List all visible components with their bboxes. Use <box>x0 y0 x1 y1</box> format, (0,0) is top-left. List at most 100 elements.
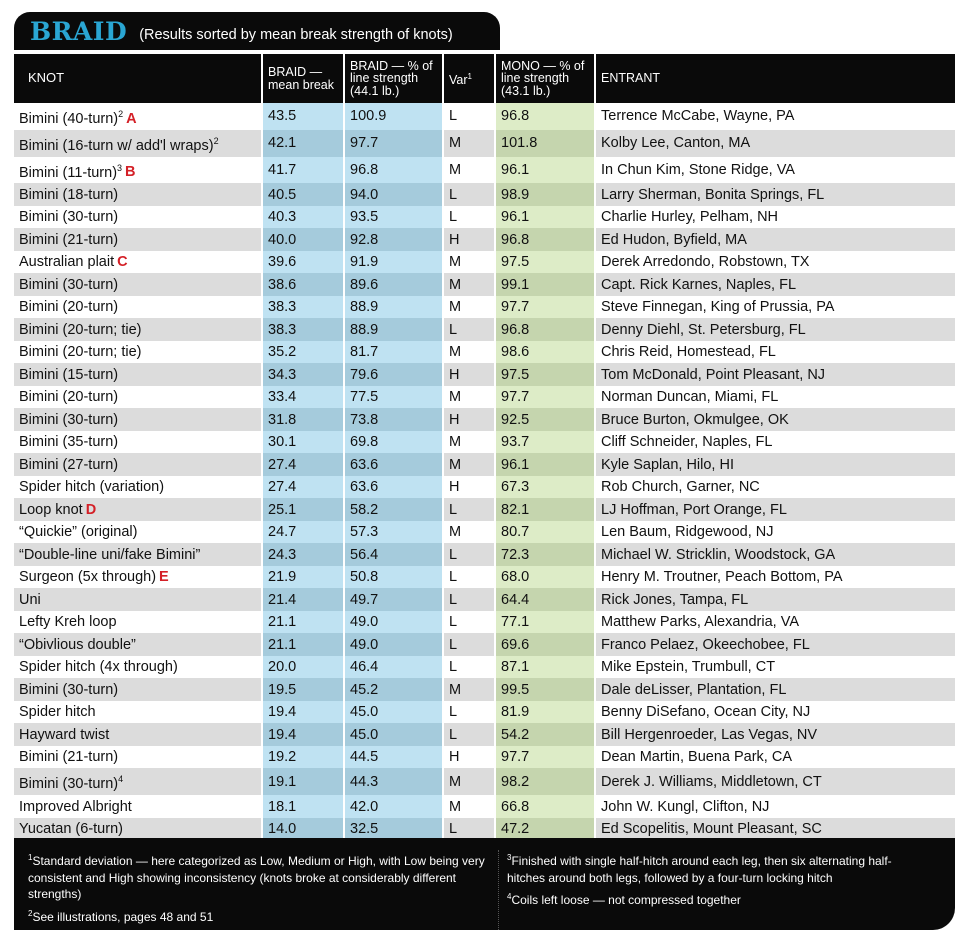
table-row: Bimini (40-turn)2 A 43.5 100.9 L 96.8 Terrence… <box>14 103 955 130</box>
cell-mono-pct: 77.1 <box>495 610 596 634</box>
cell-braid-pct: 96.8 <box>344 156 444 184</box>
cell-entrant: Norman Duncan, Miami, FL <box>601 389 779 406</box>
cell-entrant: Kyle Saplan, Hilo, HI <box>595 453 955 476</box>
cell-mono-pct: 101.8 <box>495 129 596 157</box>
cell-var: L <box>443 633 496 656</box>
cell-mono-pct: 82.1 <box>495 498 596 521</box>
cell-mono-pct: 69.6 <box>495 633 596 656</box>
cell-braid-pct: 77.5 <box>344 385 444 409</box>
cell-braid-mean: 19.5 <box>262 678 345 701</box>
cell-knot: Bimini (30-turn)4 <box>14 768 263 796</box>
cell-knot: Spider hitch <box>14 700 263 724</box>
cell-knot: Bimini (27-turn) <box>14 453 263 476</box>
cell-braid-mean: 19.1 <box>262 768 345 796</box>
cell-braid-mean: 39.6 <box>262 250 345 274</box>
table-row: Bimini (20-turn; tie) 35.2 81.7 M 98.6 Chris … <box>14 340 955 364</box>
knot-name: “Double-line uni/fake Bimini” <box>19 546 201 563</box>
cell-braid-pct: 93.5 <box>344 205 444 229</box>
cell-mono-pct: 96.8 <box>495 103 596 130</box>
cell-var: L <box>443 103 496 130</box>
cell-braid-mean: 38.3 <box>262 295 345 319</box>
col-header-entrant: ENTRANT <box>595 54 955 103</box>
col-header-knot: KNOT <box>14 54 263 103</box>
cell-var: M <box>443 385 496 409</box>
cell-entrant: Rob Church, Garner, NC <box>601 479 760 496</box>
cell-mono-pct: 97.5 <box>495 250 596 274</box>
cell-knot: Improved Albright <box>14 795 263 818</box>
knot-name: Bimini (30-turn) <box>19 276 119 293</box>
cell-var: L <box>443 205 496 229</box>
cell-mono-pct: 67.3 <box>495 475 596 499</box>
table-row: Yucatan (6-turn) 14.0 32.5 L 47.2 Ed Scopelit… <box>14 817 955 841</box>
cell-knot: Bimini (30-turn) <box>14 408 263 431</box>
cell-var: H <box>443 408 496 431</box>
cell-entrant: Ed Scopelitis, Mount Pleasant, SC <box>595 817 955 841</box>
knot-name: Bimini (30-turn) <box>19 681 119 698</box>
cell-braid-mean: 30.1 <box>262 430 345 454</box>
cell-mono-pct: 66.8 <box>495 795 596 818</box>
table-row: “Double-line uni/fake Bimini” 24.3 56.4 L 72… <box>14 543 955 566</box>
col-label: ENTRANT <box>601 71 661 86</box>
knot-name: Bimini (30-turn) <box>19 209 119 226</box>
knot-name: Bimini (20-turn) <box>19 389 119 406</box>
cell-knot: “Quickie” (original) <box>14 520 263 544</box>
knot-name: Spider hitch (4x through) <box>19 659 178 676</box>
table-row: Bimini (30-turn) 40.3 93.5 L 96.1 Charlie Hur… <box>14 205 955 229</box>
table-row: Bimini (35-turn) 30.1 69.8 M 93.7 Cliff Schne… <box>14 430 955 454</box>
knot-name: Bimini (11-turn) <box>19 164 118 181</box>
table-row: Bimini (30-turn)4 19.1 44.3 M 98.2 Derek J. W… <box>14 768 955 796</box>
cell-braid-pct: 94.0 <box>344 183 444 206</box>
table-row: Bimini (11-turn)3 B 41.7 96.8 M 96.1 In Chun K… <box>14 156 955 184</box>
cell-knot: Spider hitch (4x through) <box>14 655 263 679</box>
cell-entrant: Derek Arredondo, Robstown, TX <box>601 254 810 271</box>
col-label: Var <box>449 72 468 87</box>
cell-knot: Loop knot D <box>14 498 263 521</box>
knot-name: Bimini (30-turn) <box>19 411 119 428</box>
footnote-ref: 1 <box>467 71 472 81</box>
knot-name: “Obivlious double” <box>19 636 136 653</box>
table-title: BRAID <box>30 17 128 46</box>
cell-mono-pct: 96.1 <box>495 205 596 229</box>
knot-name: Bimini (35-turn) <box>19 434 119 451</box>
cell-braid-mean: 21.4 <box>262 588 345 611</box>
cell-mono-pct: 97.5 <box>495 363 596 386</box>
table-row: Hayward twist 19.4 45.0 L 54.2 Bill Hergenroe… <box>14 723 955 746</box>
cell-braid-pct: 45.0 <box>344 700 444 724</box>
knot-name: Bimini (27-turn) <box>19 456 119 473</box>
illustration-marker: E <box>159 569 169 586</box>
cell-braid-pct: 57.3 <box>344 520 444 544</box>
table-row: Improved Albright 18.1 42.0 M 66.8 John W. Ku… <box>14 795 955 818</box>
cell-entrant: Len Baum, Ridgewood, NJ <box>601 524 774 541</box>
cell-braid-pct: 69.8 <box>344 430 444 454</box>
table-row: Bimini (21-turn) 19.2 44.5 H 97.7 Dean Martin… <box>14 745 955 769</box>
cell-knot: Spider hitch (variation) <box>14 475 263 499</box>
cell-braid-pct: 45.2 <box>344 678 444 701</box>
cell-braid-pct: 79.6 <box>344 363 444 386</box>
table-row: Bimini (16-turn w/ add'l wraps)2 42.1 97.7… <box>14 129 955 157</box>
cell-braid-mean: 24.7 <box>262 520 345 544</box>
table-row: Bimini (21-turn) 40.0 92.8 H 96.8 Ed Hudon, B… <box>14 228 955 251</box>
cell-braid-mean: 43.5 <box>262 103 345 130</box>
cell-braid-mean: 19.4 <box>262 723 345 746</box>
cell-braid-mean: 41.7 <box>262 156 345 184</box>
cell-braid-mean: 20.0 <box>262 655 345 679</box>
cell-var: M <box>443 453 496 476</box>
cell-braid-pct: 45.0 <box>344 723 444 746</box>
cell-entrant: Tom McDonald, Point Pleasant, NJ <box>595 363 955 386</box>
table-row: Bimini (30-turn) 19.5 45.2 M 99.5 Dale deLiss… <box>14 678 955 701</box>
cell-var: H <box>443 363 496 386</box>
footnote-text: Coils left loose — not compressed togeth… <box>511 893 741 907</box>
cell-entrant: Derek J. Williams, Middletown, CT <box>595 768 955 796</box>
col-label: BRAID — mean break <box>268 65 335 92</box>
cell-braid-mean: 19.2 <box>262 745 345 769</box>
cell-entrant: Chris Reid, Homestead, FL <box>601 344 776 361</box>
col-label: BRAID — % of line strength (44.1 lb.) <box>350 58 433 98</box>
cell-var: L <box>443 610 496 634</box>
knot-name: Australian plait <box>19 254 115 271</box>
table-row: Spider hitch 19.4 45.0 L 81.9 Benny DiSefano,… <box>14 700 955 724</box>
cell-knot: “Obivlious double” <box>14 633 263 656</box>
knot-name: Bimini (21-turn) <box>19 749 119 766</box>
cell-braid-mean: 21.1 <box>262 633 345 656</box>
cell-knot: Bimini (40-turn)2 A <box>14 103 263 130</box>
cell-var: M <box>443 340 496 364</box>
